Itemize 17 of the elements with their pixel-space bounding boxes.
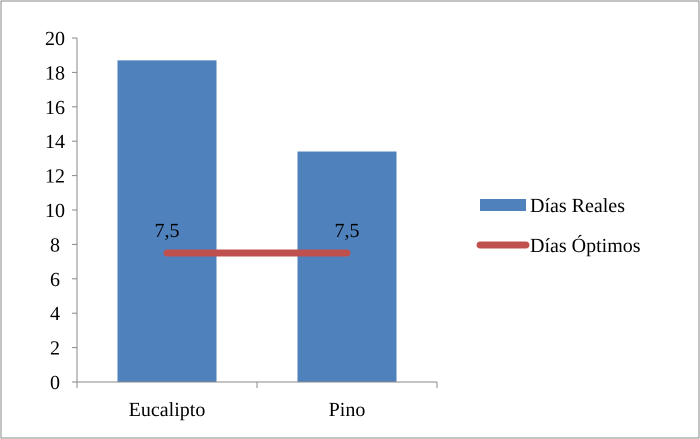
y-tick-label: 18 xyxy=(45,62,65,84)
y-tick-label: 6 xyxy=(50,268,60,291)
data-label: 7,5 xyxy=(334,220,360,242)
x-tick-label: Pino xyxy=(328,399,366,421)
legend-label: Días Reales xyxy=(530,195,626,217)
y-tick-label: 2 xyxy=(50,338,60,360)
y-tick-label: 20 xyxy=(45,28,65,50)
y-tick-label: 0 xyxy=(50,372,60,394)
y-tick-label: 16 xyxy=(45,96,65,119)
y-tick-label: 10 xyxy=(45,200,65,222)
legend-label: Días Óptimos xyxy=(530,234,641,257)
y-tick-label: 8 xyxy=(50,234,60,256)
data-label: 7,5 xyxy=(154,220,180,242)
y-tick-label: 12 xyxy=(45,166,65,188)
y-tick-label: 14 xyxy=(45,131,65,154)
x-tick-label: Eucalipto xyxy=(128,399,206,421)
y-tick-label: 4 xyxy=(50,303,60,326)
